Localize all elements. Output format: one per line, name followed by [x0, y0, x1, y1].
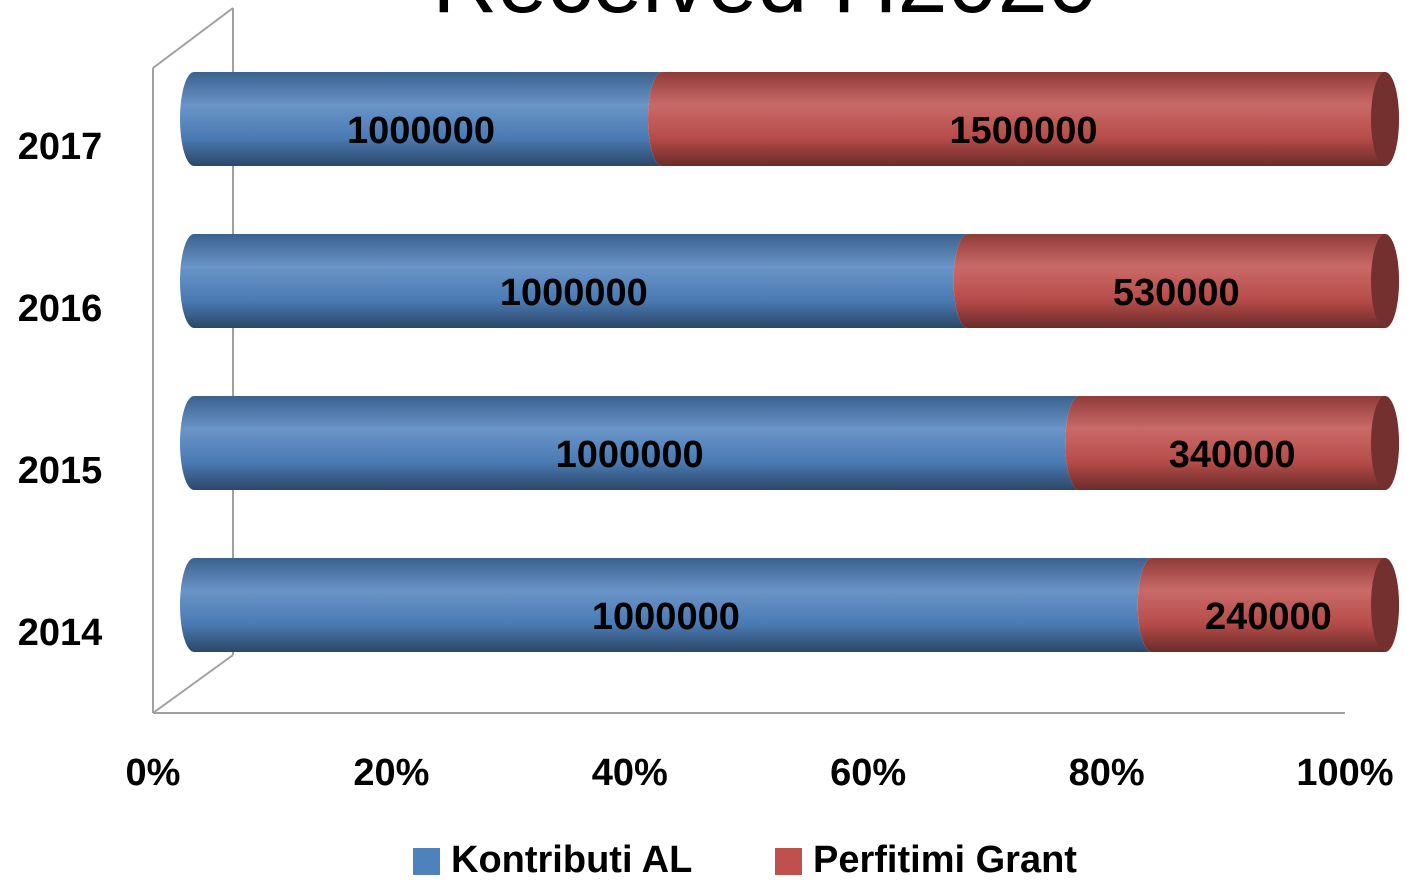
legend-swatch [775, 848, 802, 875]
wall-edge [152, 7, 234, 69]
legend-label: Kontributi AL [451, 839, 692, 880]
data-label: 1000000 [347, 110, 495, 152]
y-tick-label: 2014 [18, 612, 103, 654]
y-tick-label: 2015 [18, 450, 103, 492]
bar [180, 72, 663, 166]
bar-end-cap [1371, 558, 1399, 652]
bar-end-cap [1371, 234, 1399, 328]
data-label: 340000 [1169, 434, 1296, 476]
y-tick-label: 2017 [18, 126, 103, 168]
bar [180, 396, 1080, 490]
x-tick-label: 0% [126, 752, 181, 794]
floor-edge [152, 654, 234, 714]
bar [1137, 558, 1399, 652]
legend-label: Perfitimi Grant [813, 839, 1077, 880]
bar-end-cap [1371, 396, 1399, 490]
bar [648, 72, 1399, 166]
x-tick-label: 60% [830, 752, 906, 794]
bar-end-cap [1371, 72, 1399, 166]
legend-swatch [413, 848, 440, 875]
x-tick-label: 100% [1296, 752, 1393, 794]
bar [1065, 396, 1399, 490]
data-label: 530000 [1113, 272, 1240, 314]
data-label: 1000000 [500, 272, 648, 314]
data-label: 1000000 [556, 434, 704, 476]
data-label: 1500000 [950, 110, 1098, 152]
bar [953, 234, 1399, 328]
data-label: 1000000 [592, 596, 740, 638]
bar [180, 558, 1152, 652]
bar [180, 234, 968, 328]
chart-title: Received H2020 [432, 0, 1097, 32]
x-tick-label: 80% [1069, 752, 1145, 794]
data-label: 240000 [1205, 596, 1332, 638]
x-tick-label: 40% [592, 752, 668, 794]
y-tick-label: 2016 [18, 288, 103, 330]
x-tick-label: 20% [353, 752, 429, 794]
